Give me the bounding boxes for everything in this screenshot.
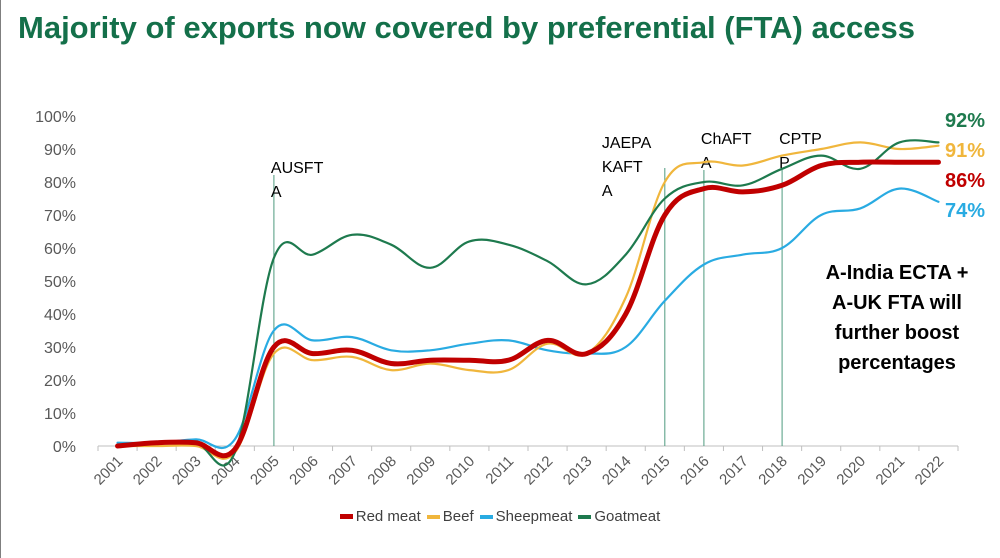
- y-tick-label: 90%: [44, 142, 76, 159]
- y-tick-label: 0%: [53, 439, 76, 456]
- series-line-goatmeat: [116, 139, 940, 467]
- x-tick-label: 2001: [91, 453, 127, 489]
- annotation-label: KAFT: [602, 159, 643, 176]
- y-tick-label: 100%: [35, 109, 76, 126]
- x-tick-label: 2005: [247, 453, 283, 489]
- series-line-sheepmeat: [116, 187, 940, 449]
- annotation-label: AUSFT: [271, 160, 324, 177]
- y-tick-label: 40%: [44, 307, 76, 324]
- x-tick-label: 2006: [286, 453, 322, 489]
- x-tick-label: 2014: [599, 453, 635, 489]
- legend-item: Beef: [426, 508, 474, 525]
- chart-legend: Red meat Beef Sheepmeat Goatmeat: [0, 508, 1000, 525]
- legend-label: Goatmeat: [594, 508, 661, 525]
- legend-item: Red meat: [339, 508, 421, 525]
- x-tick-label: 2021: [873, 453, 909, 489]
- annotation-label: A: [602, 183, 613, 200]
- end-value-label: 74%: [945, 200, 985, 222]
- x-tick-label: 2013: [560, 453, 596, 489]
- x-tick-label: 2019: [794, 453, 830, 489]
- y-tick-label: 10%: [44, 406, 76, 423]
- legend-swatch: [426, 514, 440, 519]
- x-tick-label: 2022: [912, 453, 948, 489]
- x-tick-label: 2002: [130, 453, 166, 489]
- x-tick-label: 2007: [325, 453, 361, 489]
- legend-swatch: [479, 514, 493, 519]
- x-tick-label: 2017: [716, 453, 752, 489]
- x-tick-label: 2015: [638, 453, 674, 489]
- end-value-label: 92%: [945, 110, 985, 132]
- x-tick-label: 2011: [482, 453, 517, 488]
- left-border: [0, 0, 1, 558]
- legend-swatch: [339, 514, 353, 519]
- x-tick-label: 2008: [364, 453, 400, 489]
- x-tick-label: 2012: [521, 453, 557, 489]
- series-line-red-meat: [115, 159, 941, 459]
- x-tick-label: 2003: [169, 453, 205, 489]
- legend-label: Sheepmeat: [495, 508, 573, 525]
- y-tick-label: 60%: [44, 241, 76, 258]
- legend-item: Goatmeat: [578, 508, 660, 525]
- x-tick-label: 2020: [833, 453, 869, 489]
- y-tick-label: 30%: [44, 340, 76, 357]
- x-tick-label: 2009: [403, 453, 439, 489]
- x-tick-label: 2016: [677, 453, 713, 489]
- annotation-label: ChAFT: [701, 131, 752, 148]
- annotation-label: JAEPA: [602, 135, 652, 152]
- y-tick-label: 70%: [44, 208, 76, 225]
- annotation-label: A: [271, 184, 282, 201]
- legend-label: Red meat: [355, 508, 421, 525]
- x-tick-label: 2010: [443, 453, 479, 489]
- page-title: Majority of exports now covered by prefe…: [18, 10, 915, 45]
- annotation-label: CPTP: [779, 131, 822, 148]
- chart-note: A-India ECTA + A-UK FTA will further boo…: [825, 262, 969, 374]
- annotation-label: A: [701, 155, 712, 172]
- legend-label: Beef: [442, 508, 474, 525]
- legend-swatch: [578, 514, 592, 519]
- y-tick-label: 80%: [44, 175, 76, 192]
- end-value-label: 86%: [945, 170, 985, 192]
- y-tick-label: 50%: [44, 274, 76, 291]
- x-tick-label: 2018: [755, 453, 791, 489]
- y-tick-label: 20%: [44, 373, 76, 390]
- end-value-label: 91%: [945, 140, 985, 162]
- legend-item: Sheepmeat: [479, 508, 573, 525]
- annotation-label: P: [779, 155, 790, 172]
- series-line-beef: [116, 141, 940, 460]
